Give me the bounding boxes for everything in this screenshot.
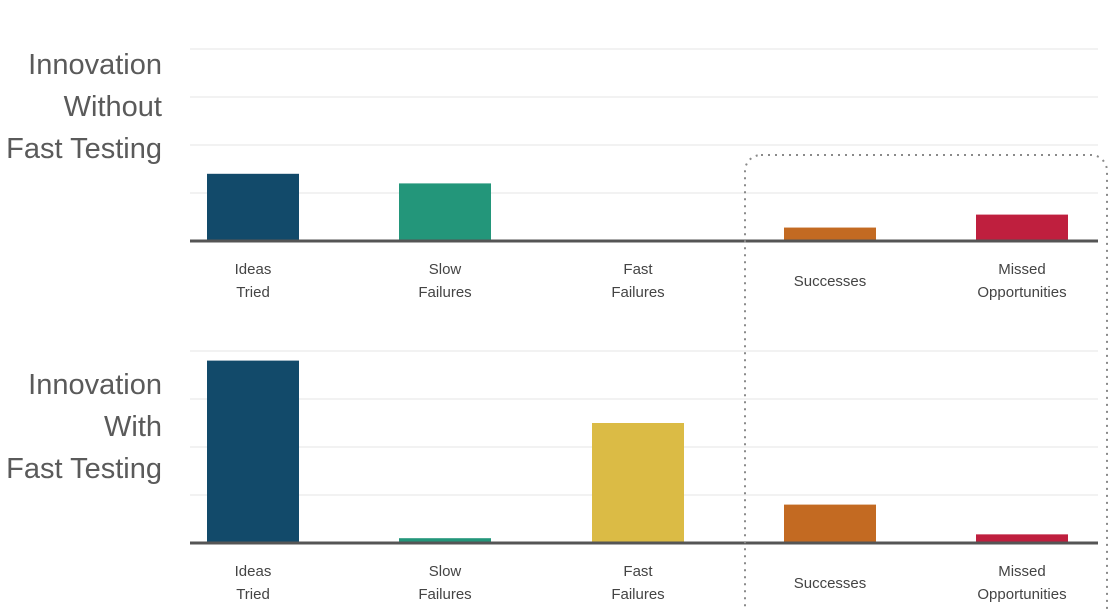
category-label: Tried — [236, 284, 270, 301]
category-label: Missed — [998, 563, 1046, 580]
category-label: Slow — [429, 261, 462, 278]
row-title-line: Innovation — [28, 49, 162, 81]
chart-panel-with-fast-testing: Ideas Tried Slow Failures Fast Failures Succes… — [190, 350, 1098, 603]
category-label: Tried — [236, 586, 270, 603]
row-title-line: Without — [63, 91, 162, 123]
category-label: Successes — [794, 273, 867, 290]
bar-successes — [784, 504, 876, 543]
bar-missed-opportunities — [976, 534, 1068, 543]
category-label: Missed — [998, 261, 1046, 278]
category-label: Ideas — [235, 563, 272, 580]
row-title-line: Fast Testing — [6, 453, 162, 485]
category-label: Failures — [611, 284, 664, 301]
category-label: Failures — [611, 586, 664, 603]
category-label: Ideas — [235, 261, 272, 278]
bar-missed-opportunities — [976, 214, 1068, 241]
row-title-line: Innovation — [28, 369, 162, 401]
category-label: Slow — [429, 563, 462, 580]
row-title-without-fast-testing: Innovation Without Fast Testing — [6, 44, 162, 170]
chart-panel-without-fast-testing: Ideas Tried Slow Failures Fast Failures Succes… — [190, 48, 1098, 301]
bar-fast-failures — [592, 423, 684, 543]
category-label: Opportunities — [977, 586, 1066, 603]
bar-slow-failures — [399, 183, 491, 241]
category-label: Fast — [623, 563, 653, 580]
bar-ideas-tried — [207, 360, 299, 543]
row-title-with-fast-testing: Innovation With Fast Testing — [6, 364, 162, 490]
bar-ideas-tried — [207, 173, 299, 241]
category-label: Opportunities — [977, 284, 1066, 301]
bar-successes — [784, 227, 876, 241]
category-label: Failures — [418, 284, 471, 301]
row-title-line: Fast Testing — [6, 133, 162, 165]
category-label: Fast — [623, 261, 653, 278]
category-label: Failures — [418, 586, 471, 603]
category-label: Successes — [794, 575, 867, 592]
bar-slow-failures — [399, 538, 491, 543]
row-title-line: With — [104, 411, 162, 443]
